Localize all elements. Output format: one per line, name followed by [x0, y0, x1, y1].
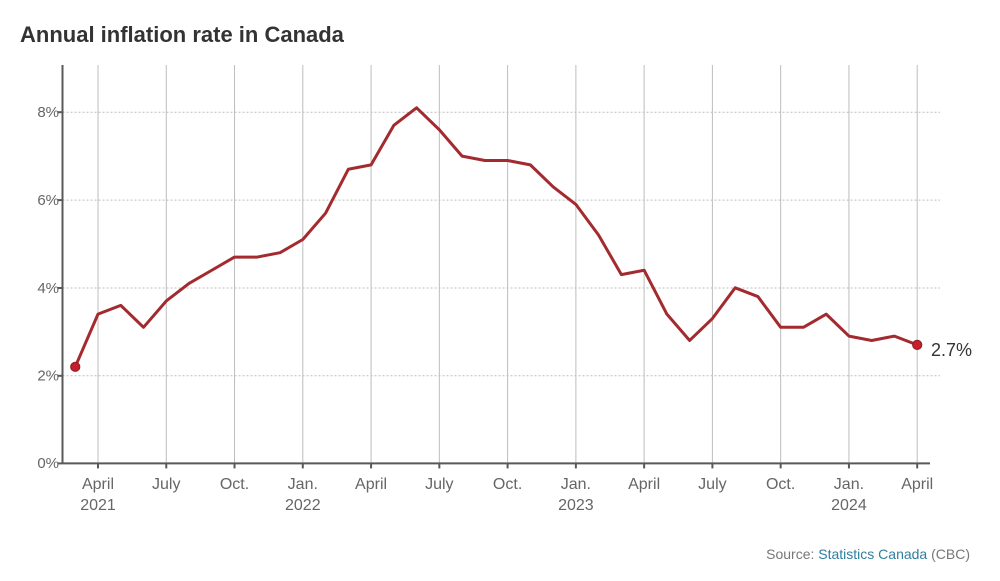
svg-text:Jan.: Jan.: [561, 476, 591, 493]
svg-text:2023: 2023: [558, 497, 594, 514]
svg-text:July: July: [698, 476, 726, 493]
svg-text:2.7%: 2.7%: [931, 340, 972, 360]
svg-text:0%: 0%: [37, 455, 59, 472]
svg-text:Jan.: Jan.: [288, 476, 318, 493]
svg-text:July: July: [425, 476, 453, 493]
svg-text:April: April: [355, 476, 387, 493]
svg-text:April: April: [82, 476, 114, 493]
svg-text:4%: 4%: [37, 280, 59, 297]
svg-text:July: July: [152, 476, 180, 493]
svg-text:April: April: [628, 476, 660, 493]
svg-text:2021: 2021: [80, 497, 116, 514]
svg-text:Oct.: Oct.: [493, 476, 522, 493]
svg-text:2%: 2%: [37, 368, 59, 385]
svg-text:Oct.: Oct.: [766, 476, 795, 493]
svg-text:2022: 2022: [285, 497, 321, 514]
svg-text:8%: 8%: [37, 104, 59, 121]
svg-text:April: April: [901, 476, 933, 493]
svg-text:2024: 2024: [831, 497, 867, 514]
svg-text:Jan.: Jan.: [834, 476, 864, 493]
svg-text:6%: 6%: [37, 192, 59, 209]
svg-text:Oct.: Oct.: [220, 476, 249, 493]
